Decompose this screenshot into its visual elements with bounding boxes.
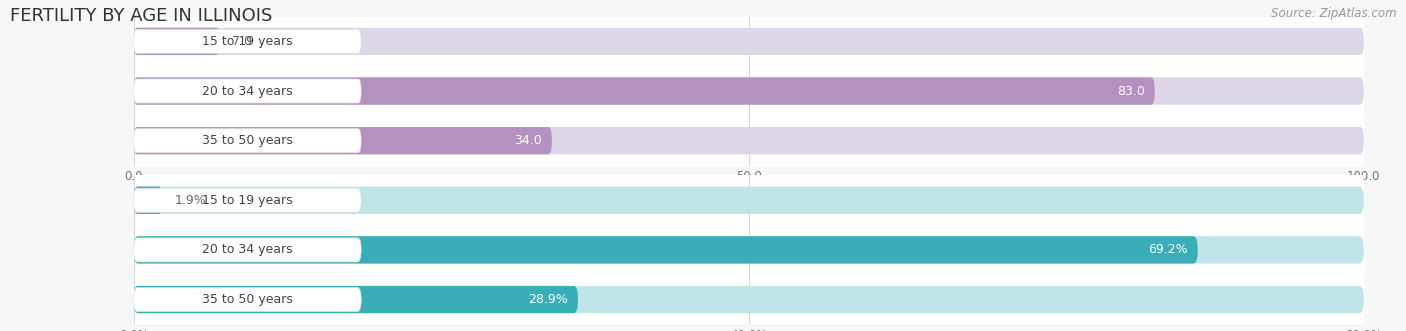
Text: 34.0: 34.0 xyxy=(515,134,543,147)
Text: 20 to 34 years: 20 to 34 years xyxy=(202,84,292,98)
Text: 35 to 50 years: 35 to 50 years xyxy=(202,293,292,306)
FancyBboxPatch shape xyxy=(134,28,1364,55)
Text: 15 to 19 years: 15 to 19 years xyxy=(202,194,292,207)
Text: 20 to 34 years: 20 to 34 years xyxy=(202,243,292,257)
Text: 83.0: 83.0 xyxy=(1116,84,1144,98)
FancyBboxPatch shape xyxy=(134,187,1364,214)
FancyBboxPatch shape xyxy=(134,187,163,214)
FancyBboxPatch shape xyxy=(134,127,551,154)
FancyBboxPatch shape xyxy=(134,286,578,313)
FancyBboxPatch shape xyxy=(134,188,361,212)
Text: Source: ZipAtlas.com: Source: ZipAtlas.com xyxy=(1271,7,1396,20)
Text: 15 to 19 years: 15 to 19 years xyxy=(202,35,292,48)
FancyBboxPatch shape xyxy=(134,127,1364,154)
FancyBboxPatch shape xyxy=(134,238,361,262)
FancyBboxPatch shape xyxy=(134,129,361,153)
Text: 35 to 50 years: 35 to 50 years xyxy=(202,134,292,147)
Text: 1.9%: 1.9% xyxy=(176,194,207,207)
FancyBboxPatch shape xyxy=(134,77,1364,105)
Text: FERTILITY BY AGE IN ILLINOIS: FERTILITY BY AGE IN ILLINOIS xyxy=(10,7,273,24)
Text: 69.2%: 69.2% xyxy=(1149,243,1188,257)
FancyBboxPatch shape xyxy=(134,79,361,103)
Text: 7.0: 7.0 xyxy=(232,35,252,48)
FancyBboxPatch shape xyxy=(134,236,1364,263)
FancyBboxPatch shape xyxy=(134,29,361,53)
Text: 28.9%: 28.9% xyxy=(529,293,568,306)
FancyBboxPatch shape xyxy=(134,28,219,55)
FancyBboxPatch shape xyxy=(134,288,361,311)
FancyBboxPatch shape xyxy=(134,286,1364,313)
FancyBboxPatch shape xyxy=(134,236,1198,263)
FancyBboxPatch shape xyxy=(134,77,1154,105)
